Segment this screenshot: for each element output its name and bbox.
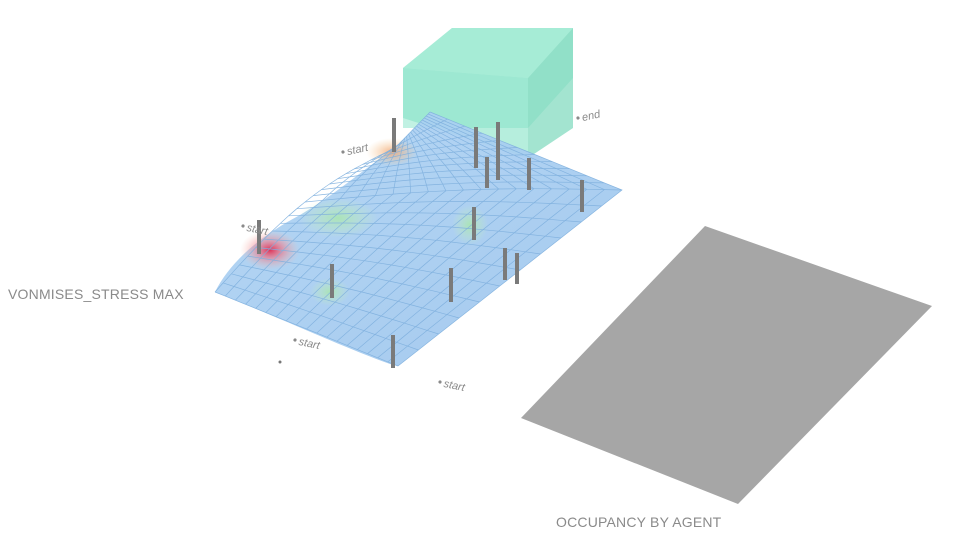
column — [472, 207, 476, 240]
stress-map-label: VONMISES_STRESS MAX — [8, 286, 184, 302]
grid-line — [370, 132, 483, 161]
grid-line — [288, 212, 582, 223]
occupancy-map-label: OCCUPANCY BY AGENT — [556, 514, 722, 530]
grid-line — [304, 188, 623, 203]
grid-line — [223, 282, 419, 351]
start-marker-4: start — [438, 378, 467, 394]
grid-line — [264, 238, 521, 271]
grid-line — [231, 273, 439, 335]
column — [257, 220, 261, 254]
end-marker: end — [576, 108, 602, 124]
column — [496, 122, 500, 160]
surface-grid — [214, 111, 623, 367]
column — [496, 148, 500, 180]
grid-line — [296, 201, 602, 210]
grid-line — [345, 154, 535, 175]
grid-line — [255, 247, 500, 287]
column — [474, 127, 478, 168]
svg-text:start: start — [346, 142, 370, 158]
grid-line — [386, 118, 448, 153]
grid-line — [214, 291, 399, 367]
svg-text:end: end — [581, 108, 602, 124]
start-marker-3: start — [293, 336, 322, 352]
support-columns — [257, 118, 584, 368]
grid-line — [394, 111, 431, 149]
grid-line — [239, 264, 460, 319]
grid-line — [247, 255, 480, 303]
grid-line — [337, 161, 553, 180]
column — [580, 180, 584, 212]
grid-line — [280, 222, 561, 239]
column — [392, 118, 396, 152]
column — [449, 268, 453, 302]
grid-line — [313, 181, 605, 196]
grid-line — [321, 174, 588, 190]
grid-line — [354, 147, 518, 170]
svg-text:start: start — [442, 378, 466, 394]
svg-text:start: start — [297, 336, 321, 352]
stress-surface — [214, 111, 623, 367]
column — [330, 264, 334, 298]
volume-block — [403, 28, 573, 158]
point-dot — [278, 360, 282, 364]
column — [485, 157, 489, 188]
start-marker-1: start — [341, 142, 370, 158]
column — [515, 253, 519, 284]
column — [527, 158, 531, 190]
svg-text:start: start — [245, 222, 269, 238]
column — [503, 248, 507, 280]
start-marker-2: start — [241, 222, 270, 238]
occupancy-plane — [521, 226, 932, 504]
grid-line — [272, 230, 541, 255]
column — [391, 335, 395, 368]
